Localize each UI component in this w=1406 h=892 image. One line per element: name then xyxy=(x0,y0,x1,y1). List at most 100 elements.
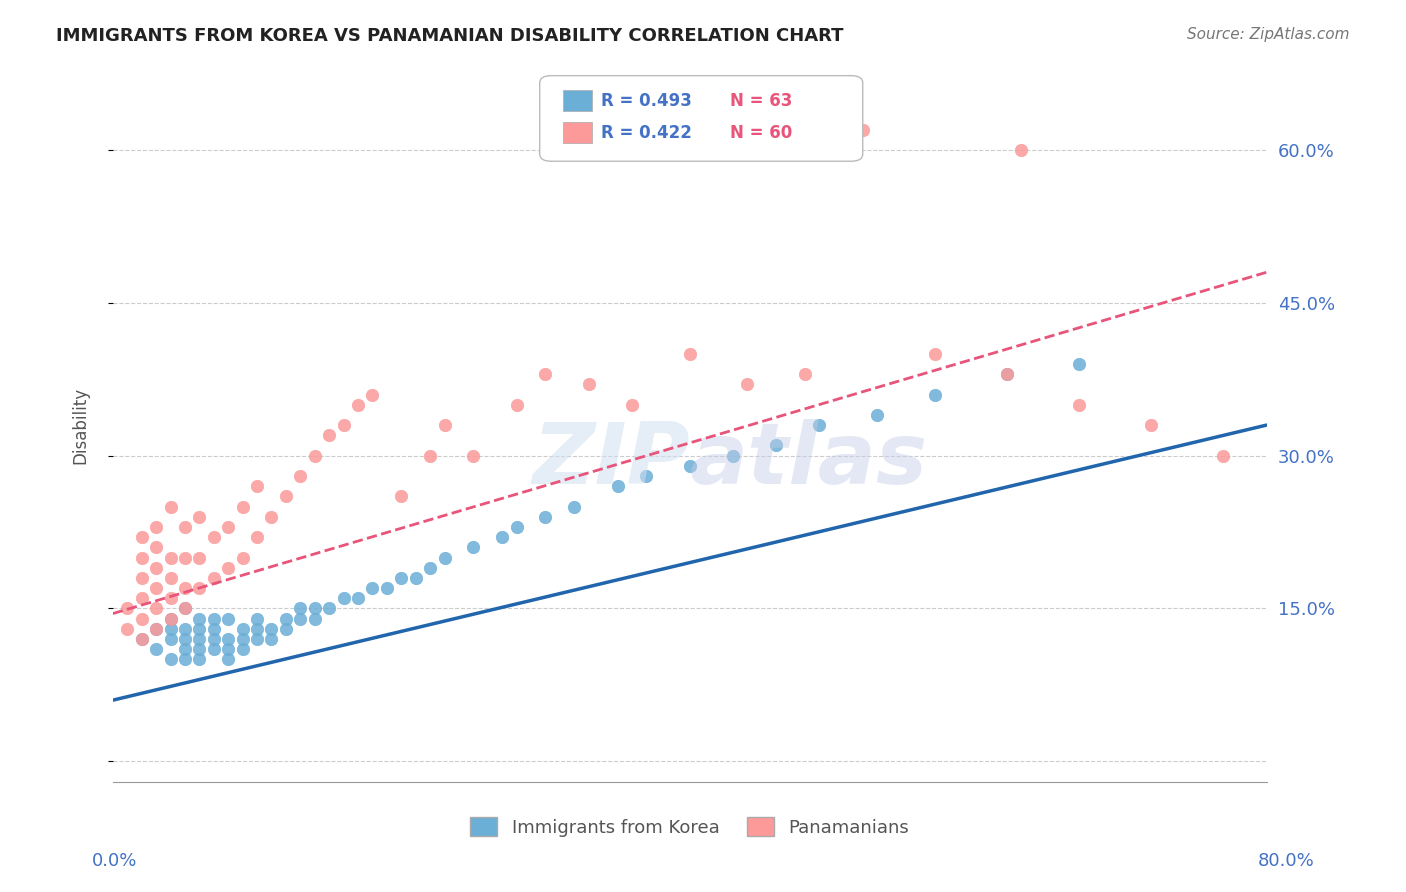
Point xyxy=(159,500,181,514)
Point xyxy=(117,601,139,615)
Point xyxy=(131,591,153,606)
Point xyxy=(188,612,211,626)
Point xyxy=(290,601,312,615)
Point xyxy=(534,509,557,524)
Point xyxy=(375,581,398,595)
Point xyxy=(131,550,153,565)
Point xyxy=(188,632,211,646)
Point xyxy=(117,622,139,636)
Point xyxy=(318,428,340,442)
Point xyxy=(260,632,283,646)
Point xyxy=(318,601,340,615)
Point xyxy=(217,632,239,646)
Text: N = 60: N = 60 xyxy=(730,124,793,142)
Point xyxy=(188,550,211,565)
Text: Source: ZipAtlas.com: Source: ZipAtlas.com xyxy=(1187,27,1350,42)
Point xyxy=(145,541,167,555)
Legend: Immigrants from Korea, Panamanians: Immigrants from Korea, Panamanians xyxy=(463,810,917,844)
Point xyxy=(304,612,326,626)
Point xyxy=(491,530,513,544)
Point xyxy=(347,398,370,412)
Point xyxy=(188,581,211,595)
Point xyxy=(159,591,181,606)
Point xyxy=(924,387,946,401)
FancyBboxPatch shape xyxy=(540,76,863,161)
Point xyxy=(463,541,485,555)
Point xyxy=(174,550,197,565)
Point xyxy=(505,398,527,412)
Y-axis label: Disability: Disability xyxy=(72,386,89,464)
Point xyxy=(145,581,167,595)
Point xyxy=(679,458,702,473)
Point xyxy=(737,377,759,392)
Point xyxy=(188,642,211,657)
Point xyxy=(217,560,239,574)
Point xyxy=(274,612,297,626)
Point xyxy=(389,571,412,585)
Point xyxy=(389,490,412,504)
Point xyxy=(290,469,312,483)
Point xyxy=(188,622,211,636)
Point xyxy=(174,622,197,636)
Point xyxy=(463,449,485,463)
Point xyxy=(606,479,628,493)
Point xyxy=(1212,449,1234,463)
Point xyxy=(131,632,153,646)
Text: N = 63: N = 63 xyxy=(730,92,793,110)
Point xyxy=(1140,418,1163,433)
Point xyxy=(419,560,441,574)
Point xyxy=(794,367,817,381)
Point xyxy=(304,601,326,615)
Point xyxy=(1010,143,1032,157)
Point xyxy=(505,520,527,534)
Point xyxy=(159,550,181,565)
Point xyxy=(1067,357,1090,371)
Point xyxy=(332,591,354,606)
Point xyxy=(852,122,875,136)
Point xyxy=(274,490,297,504)
Point xyxy=(995,367,1018,381)
Point xyxy=(621,398,644,412)
Point xyxy=(131,571,153,585)
Text: 0.0%: 0.0% xyxy=(91,852,136,870)
Text: ZIP: ZIP xyxy=(531,419,690,502)
Point xyxy=(578,377,600,392)
Point xyxy=(159,632,181,646)
Text: 80.0%: 80.0% xyxy=(1258,852,1315,870)
Point xyxy=(174,601,197,615)
Point xyxy=(419,449,441,463)
Point xyxy=(202,632,225,646)
Point xyxy=(866,408,889,422)
Point xyxy=(174,601,197,615)
Text: R = 0.493: R = 0.493 xyxy=(600,92,692,110)
Point xyxy=(232,500,254,514)
Point xyxy=(202,612,225,626)
Point xyxy=(232,622,254,636)
Point xyxy=(159,622,181,636)
Point xyxy=(290,612,312,626)
Point xyxy=(405,571,427,585)
Point xyxy=(232,632,254,646)
Point xyxy=(145,601,167,615)
Point xyxy=(131,632,153,646)
Point xyxy=(679,347,702,361)
Point xyxy=(174,520,197,534)
Point xyxy=(145,560,167,574)
Point xyxy=(159,571,181,585)
Point xyxy=(1067,398,1090,412)
Text: IMMIGRANTS FROM KOREA VS PANAMANIAN DISABILITY CORRELATION CHART: IMMIGRANTS FROM KOREA VS PANAMANIAN DISA… xyxy=(56,27,844,45)
Point xyxy=(202,530,225,544)
Point xyxy=(534,367,557,381)
Point xyxy=(260,509,283,524)
Point xyxy=(159,612,181,626)
Point xyxy=(232,550,254,565)
Point xyxy=(145,520,167,534)
Point xyxy=(721,449,744,463)
Point xyxy=(274,622,297,636)
Point xyxy=(188,509,211,524)
FancyBboxPatch shape xyxy=(562,122,592,144)
Point xyxy=(304,449,326,463)
Point xyxy=(145,622,167,636)
Point xyxy=(174,652,197,666)
Point xyxy=(361,581,384,595)
